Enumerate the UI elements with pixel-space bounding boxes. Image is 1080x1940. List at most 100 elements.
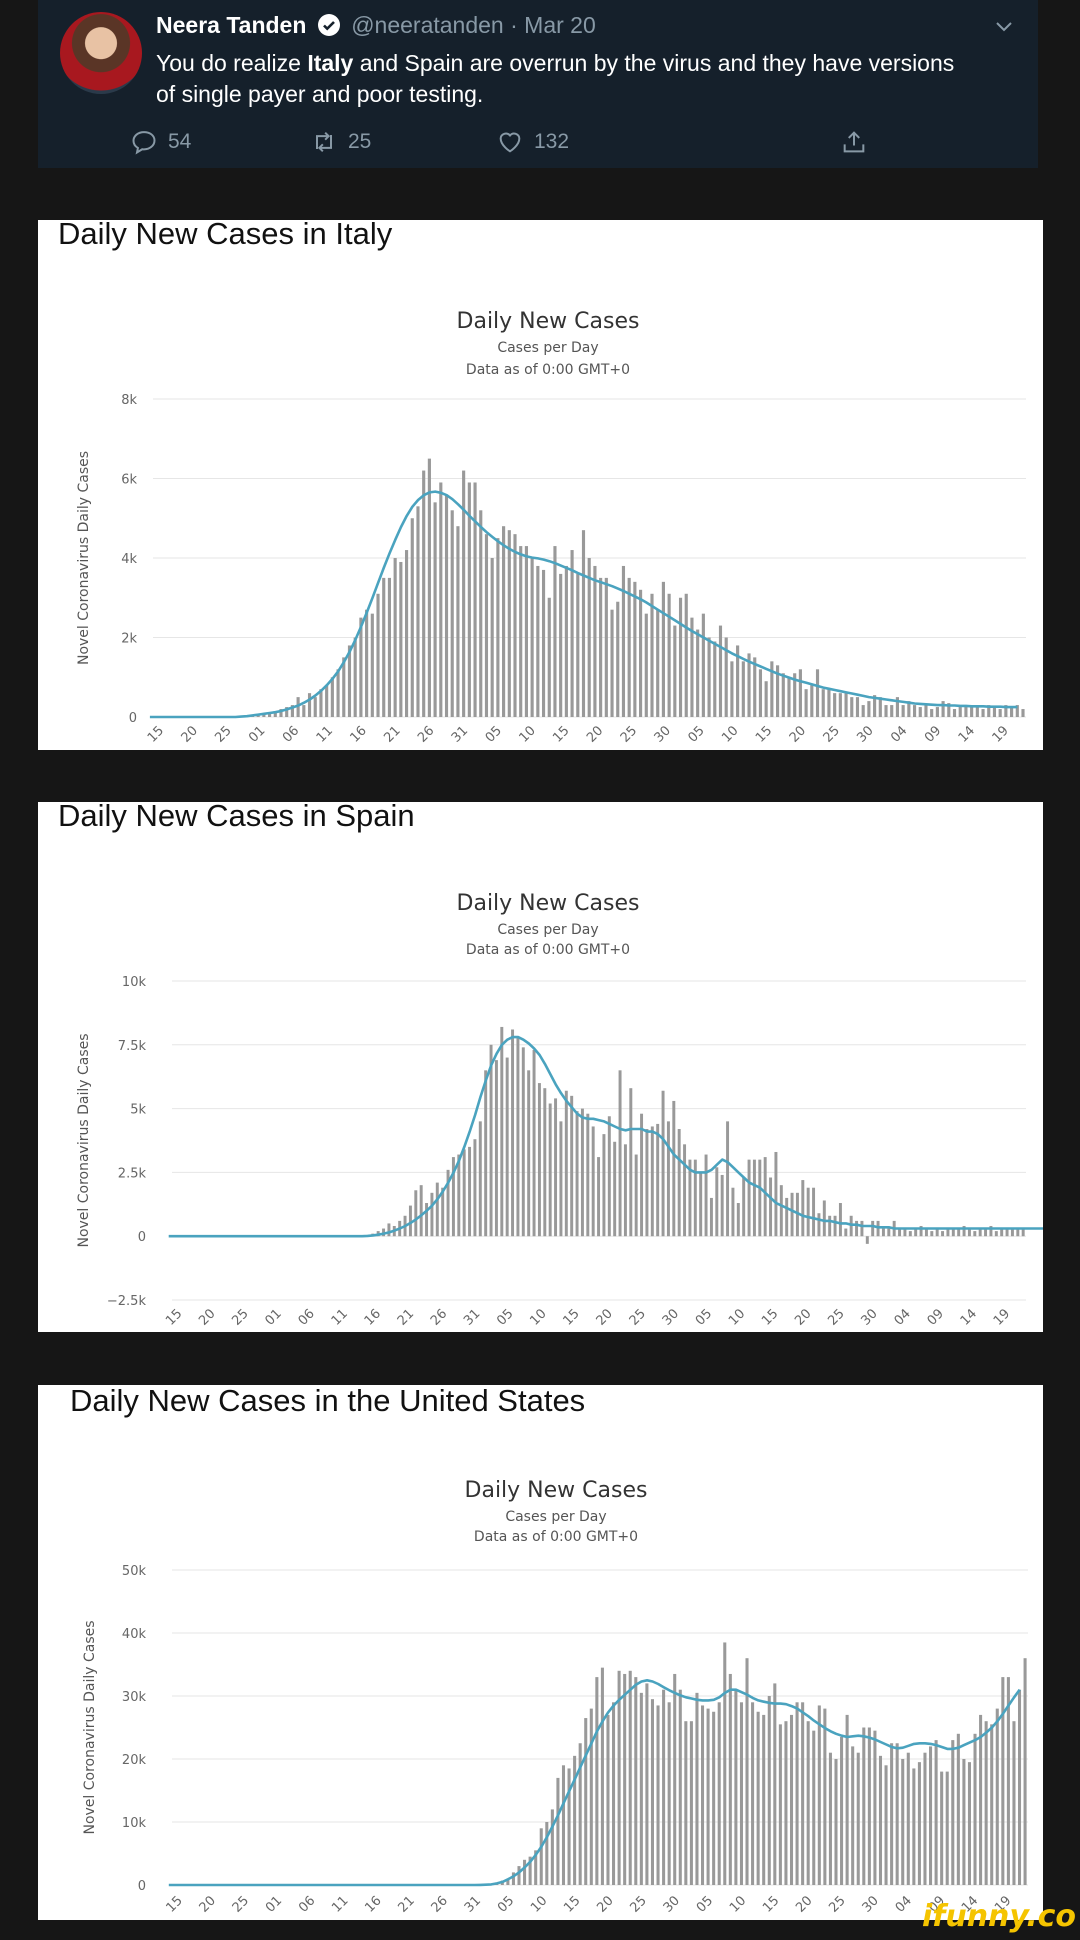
bar <box>559 573 563 717</box>
bar <box>992 707 997 717</box>
bar <box>273 711 277 717</box>
bar <box>570 1095 574 1237</box>
bar <box>527 1070 531 1237</box>
bar <box>416 506 420 717</box>
bar <box>715 1167 719 1237</box>
bar <box>502 526 506 717</box>
bar <box>517 1866 521 1885</box>
bar <box>878 1755 883 1885</box>
bar <box>962 1759 966 1885</box>
bar <box>473 1139 477 1237</box>
bar <box>923 1752 927 1885</box>
bar <box>511 1029 515 1237</box>
bar <box>856 1752 860 1885</box>
bar <box>444 494 449 717</box>
x-tick-label: 06 <box>296 1306 318 1328</box>
bar <box>376 593 380 717</box>
bar <box>887 1228 891 1237</box>
bar <box>618 1070 622 1237</box>
bar <box>860 1220 864 1237</box>
bar <box>781 673 785 717</box>
x-tick-label: 15 <box>145 723 167 745</box>
bar <box>539 1828 543 1885</box>
bar <box>607 1116 611 1237</box>
bar <box>684 1721 688 1885</box>
x-tick-label: 15 <box>163 1893 185 1915</box>
author-handle[interactable]: @neeratanden <box>351 12 504 38</box>
author-name[interactable]: Neera Tanden <box>156 12 307 38</box>
bar <box>817 1213 821 1237</box>
bar <box>726 1121 730 1237</box>
bar <box>930 1231 934 1237</box>
x-tick-label: 15 <box>550 723 572 745</box>
share-button[interactable] <box>840 128 868 156</box>
bar <box>387 577 392 718</box>
bar <box>489 1044 493 1237</box>
bar <box>998 709 1002 717</box>
x-tick-label: 25 <box>230 1893 252 1915</box>
bar <box>706 1708 710 1885</box>
bar <box>604 577 608 718</box>
bar <box>975 705 979 717</box>
tweet-date[interactable]: Mar 20 <box>524 12 596 38</box>
bar <box>946 1228 950 1237</box>
bar <box>534 1850 538 1885</box>
like-button[interactable]: 132 <box>496 128 569 156</box>
bar <box>1015 705 1019 717</box>
bar <box>666 1121 670 1237</box>
x-tick-label: 04 <box>893 1893 915 1915</box>
bar <box>964 705 968 717</box>
bar <box>867 701 871 717</box>
bar <box>290 705 294 717</box>
y-tick-label: 8k <box>121 393 137 408</box>
retweet-button[interactable]: 25 <box>310 128 371 156</box>
bar <box>787 677 791 717</box>
bar <box>770 661 774 717</box>
bar <box>981 709 985 717</box>
bar <box>677 1129 681 1237</box>
avatar[interactable] <box>60 12 142 94</box>
bar <box>758 1159 762 1237</box>
x-tick-label: 25 <box>618 723 640 745</box>
bar <box>387 1223 391 1237</box>
bar <box>753 657 757 718</box>
bar <box>439 482 443 717</box>
x-tick-label: 25 <box>826 1893 848 1915</box>
bar <box>570 550 574 717</box>
bar <box>828 1752 832 1885</box>
bar <box>564 565 568 717</box>
bar <box>862 1727 866 1885</box>
bar <box>810 685 814 717</box>
x-tick-label: 26 <box>428 1306 450 1328</box>
bar <box>758 669 763 717</box>
bar <box>564 1090 568 1237</box>
bar <box>793 673 797 717</box>
bar <box>634 1154 638 1237</box>
bar <box>742 1177 746 1237</box>
bar <box>696 629 700 717</box>
bar <box>855 1220 859 1237</box>
bar <box>709 1197 713 1237</box>
bar <box>914 1228 918 1237</box>
bar <box>989 1225 993 1237</box>
x-tick-label: 30 <box>860 1893 882 1915</box>
bar <box>878 697 882 718</box>
bar <box>543 1088 547 1237</box>
bar <box>693 1159 697 1237</box>
reply-button[interactable]: 54 <box>130 128 191 156</box>
bar <box>513 534 517 717</box>
x-tick-label: 06 <box>296 1893 318 1915</box>
bar <box>575 1111 579 1237</box>
bar <box>958 707 962 717</box>
x-tick-label: 20 <box>793 1893 815 1915</box>
bar <box>559 1121 563 1237</box>
chevron-down-icon[interactable] <box>992 14 1016 38</box>
x-tick-label: 16 <box>348 723 370 745</box>
bar <box>414 1190 418 1237</box>
bar <box>427 458 431 718</box>
bar <box>678 1689 682 1885</box>
bar <box>656 609 660 717</box>
bar <box>723 1642 727 1885</box>
x-tick-label: 15 <box>759 1306 781 1328</box>
bar <box>553 546 557 717</box>
